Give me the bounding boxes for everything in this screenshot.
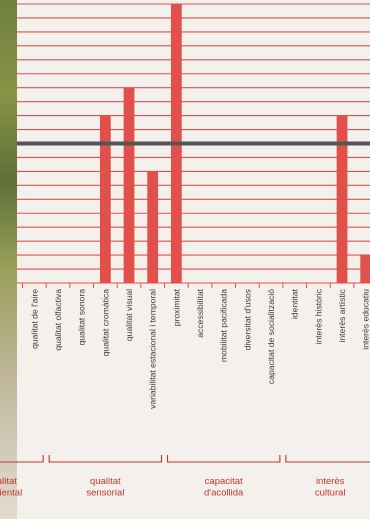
category-label: proximitat bbox=[171, 288, 181, 326]
category-label: identitat bbox=[290, 288, 300, 319]
category-label: qualitat olfactiva bbox=[53, 289, 63, 351]
grid-lines bbox=[17, 3, 370, 288]
group-bracket bbox=[48, 455, 163, 463]
group-label: qualitat bbox=[0, 476, 17, 487]
category-label: interès artístic bbox=[337, 288, 347, 342]
category-label: qualitat cromàtica bbox=[100, 289, 110, 357]
group-label: qualitat bbox=[90, 476, 121, 487]
group-bracket bbox=[166, 455, 281, 463]
bar bbox=[336, 115, 348, 283]
bar bbox=[147, 171, 159, 283]
category-label: diversitat d'usos bbox=[242, 289, 252, 350]
group-label: cultural bbox=[315, 488, 346, 499]
category-label: interès educatiu bbox=[361, 289, 370, 350]
group-label: interès bbox=[316, 476, 345, 487]
group-label: d'acollida bbox=[204, 488, 244, 499]
category-label: variabilitat estacional i temporal bbox=[148, 289, 158, 409]
background-photo bbox=[0, 0, 17, 519]
group-bracket bbox=[0, 455, 44, 463]
category-label: interès històric bbox=[313, 288, 323, 344]
group-bracket bbox=[285, 455, 370, 463]
category-label: capacitat de socialització bbox=[266, 289, 276, 384]
group-label: capacitat bbox=[205, 476, 243, 487]
bar bbox=[123, 87, 135, 283]
category-label: qualitat sonora bbox=[77, 289, 87, 346]
category-label: accessibilitat bbox=[195, 288, 205, 337]
category-tick-labels: qualitat de l'aire qualitat olfactiva qual… bbox=[29, 288, 370, 409]
category-label: qualitat de l'aire bbox=[29, 289, 39, 349]
category-label: mobilitat pacificada bbox=[219, 289, 229, 362]
category-groups: qualitatambientalqualitatsensorialcapaci… bbox=[0, 455, 370, 499]
bar bbox=[360, 255, 370, 283]
bar bbox=[99, 115, 111, 283]
group-label: ambiental bbox=[0, 488, 22, 499]
category-label: qualitat visual bbox=[124, 289, 134, 341]
group-label: sensorial bbox=[86, 488, 124, 499]
